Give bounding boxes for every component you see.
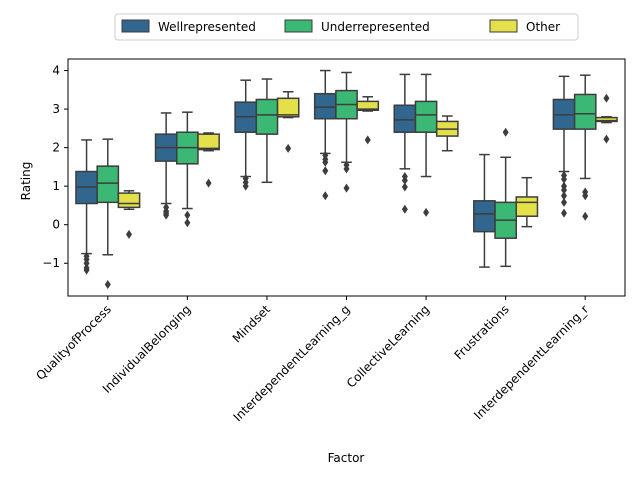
outlier-point: [343, 164, 350, 174]
legend-item: Other: [489, 19, 560, 34]
outlier-point: [560, 174, 567, 184]
outlier-point: [285, 143, 292, 153]
legend-swatch: [284, 19, 313, 33]
outlier-point: [582, 191, 589, 201]
y-tick-label: 3: [52, 102, 60, 116]
box-body: [473, 200, 496, 233]
box-0-6: [552, 75, 576, 218]
outlier-point: [560, 185, 567, 195]
outlier-point: [184, 218, 191, 228]
outlier-point: [184, 210, 191, 220]
outlier-point: [603, 93, 610, 103]
x-axis-label: Factor: [328, 451, 365, 465]
box-0-5: [473, 153, 496, 268]
box-body: [255, 98, 279, 135]
box-2-1: [197, 132, 220, 188]
box-0-2: [234, 79, 258, 191]
box-2-2: [276, 91, 300, 153]
outlier-point: [423, 207, 430, 217]
box-body: [96, 165, 120, 204]
legend-label: Other: [526, 20, 560, 34]
outlier-point: [401, 182, 408, 192]
box-1-1: [175, 111, 199, 228]
box-body: [595, 116, 618, 123]
outlier-point: [560, 191, 567, 201]
box-2-3: [356, 96, 380, 145]
box-1-5: [494, 127, 518, 268]
box-0-0: [75, 139, 98, 275]
outlier-point: [104, 279, 111, 289]
box-2-4: [435, 115, 459, 152]
outlier-point: [83, 265, 90, 275]
box-2-0: [117, 190, 141, 239]
box-body: [276, 97, 300, 118]
box-body: [313, 92, 337, 120]
y-tick-label: 2: [52, 141, 60, 155]
box-body: [573, 93, 597, 130]
outlier-point: [242, 181, 249, 191]
outlier-point: [205, 178, 212, 188]
legend-label: Underrepresented: [321, 20, 430, 34]
box-body: [515, 196, 539, 217]
x-tick-label: IndividualBelonging: [100, 302, 194, 396]
x-tick-label: QualityofProcess: [33, 302, 114, 383]
outlier-point: [560, 208, 567, 218]
box-0-1: [154, 112, 178, 220]
legend-label: Wellrepresented: [158, 20, 256, 34]
outlier-point: [322, 166, 329, 176]
x-tick-label: Mindset: [230, 302, 274, 346]
box-body: [117, 192, 141, 209]
outlier-point: [126, 229, 133, 239]
outlier-point: [322, 191, 329, 201]
legend-swatch: [121, 19, 150, 33]
y-tick-label: −1: [42, 256, 60, 270]
x-tick-label: CollectiveLearning: [344, 302, 432, 390]
box-body: [414, 100, 438, 133]
box-0-4: [393, 73, 417, 214]
box-0-3: [313, 69, 337, 201]
outlier-point: [401, 175, 408, 185]
legend-item: Wellrepresented: [121, 19, 256, 34]
outlier-point: [83, 258, 90, 268]
box-2-5: [515, 176, 539, 228]
box-body: [356, 100, 380, 112]
y-tick-label: 4: [52, 64, 60, 78]
box-1-6: [573, 74, 597, 221]
outlier-point: [364, 135, 371, 145]
outlier-point: [560, 197, 567, 207]
legend: Wellrepresented Underrepresented Other: [114, 13, 579, 41]
plot-area: [75, 69, 618, 289]
outlier-point: [322, 157, 329, 167]
box-1-4: [414, 73, 438, 217]
box-1-2: [255, 78, 279, 184]
y-tick-label: 1: [52, 179, 60, 193]
legend-item: Underrepresented: [284, 19, 430, 34]
legend-frame: [114, 13, 579, 41]
box-body: [197, 133, 220, 151]
box-1-0: [96, 138, 120, 289]
box-body: [393, 104, 417, 133]
box-1-3: [335, 71, 358, 193]
outlier-point: [502, 127, 509, 137]
outlier-point: [582, 211, 589, 221]
outlier-point: [603, 134, 610, 144]
x-tick-label: Frustrations: [452, 302, 512, 362]
outlier-point: [401, 204, 408, 214]
y-axis-label: Rating: [19, 162, 33, 201]
legend-swatch: [489, 19, 518, 33]
outlier-point: [163, 210, 170, 220]
y-tick-label: 0: [52, 218, 60, 232]
outlier-point: [343, 183, 350, 193]
box-2-6: [595, 93, 618, 144]
